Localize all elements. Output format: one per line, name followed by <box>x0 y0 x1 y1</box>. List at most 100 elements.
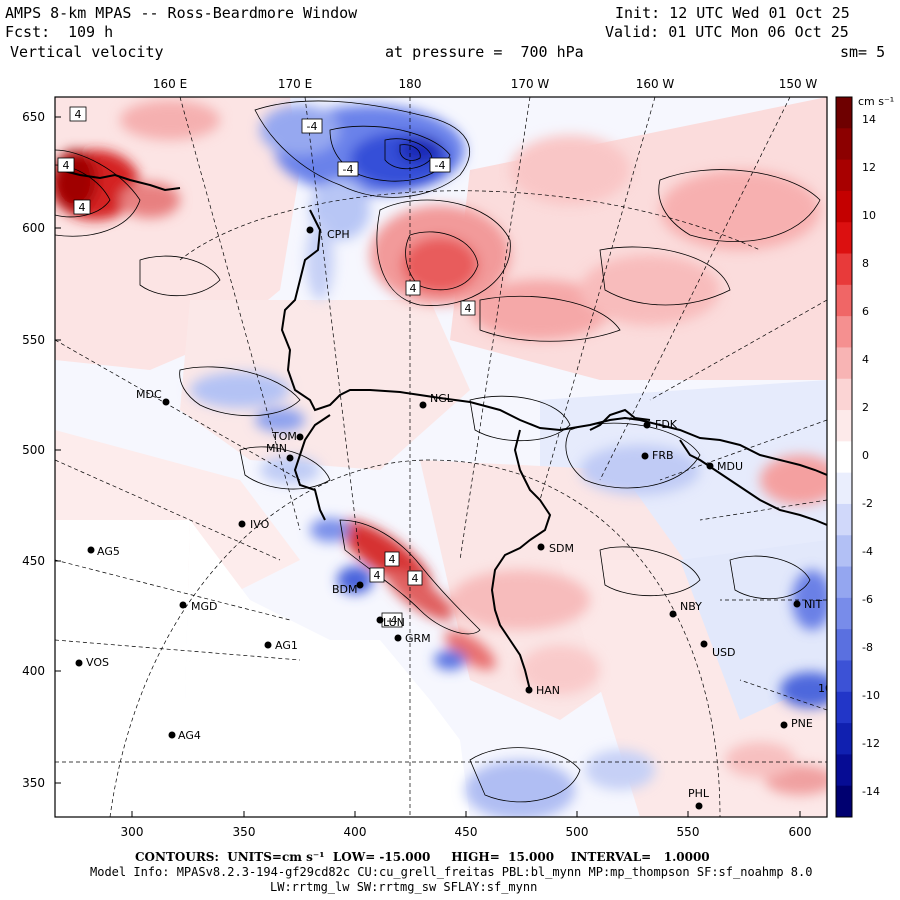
station-marker[interactable]: VOS <box>75 656 109 669</box>
colorbar-swatch <box>836 785 852 818</box>
svg-text:160 W: 160 W <box>636 77 675 91</box>
station-marker[interactable]: SDM <box>537 542 574 555</box>
svg-text:4: 4 <box>374 569 381 582</box>
svg-text:500: 500 <box>22 443 45 457</box>
colorbar-tick-label: 2 <box>862 401 869 414</box>
svg-text:MGD: MGD <box>191 600 218 613</box>
colorbar-tick-label: -8 <box>862 641 873 654</box>
colorbar-tick-label: 4 <box>862 353 869 366</box>
station-marker[interactable]: PNE <box>780 717 813 730</box>
svg-text:BDM: BDM <box>332 583 358 596</box>
colorbar-swatch <box>836 410 852 442</box>
station-marker[interactable]: AG4 <box>168 729 201 742</box>
svg-text:450: 450 <box>455 825 478 839</box>
station-marker[interactable]: TOM <box>271 430 304 443</box>
contour-label: 4 <box>384 551 400 567</box>
station-marker[interactable]: MIN <box>266 442 294 462</box>
svg-text:AG1: AG1 <box>275 639 298 652</box>
svg-text:-4: -4 <box>387 614 398 627</box>
svg-text:NGL: NGL <box>430 392 454 405</box>
station-marker[interactable]: IVO <box>238 518 270 531</box>
svg-text:LUN: LUN <box>383 616 405 629</box>
colorbar-tick-label: 10 <box>862 209 876 222</box>
svg-text:4: 4 <box>75 108 82 121</box>
svg-text:IVO: IVO <box>250 518 270 531</box>
colorbar-tick-label: 0 <box>862 449 869 462</box>
svg-text:VOS: VOS <box>86 656 109 669</box>
smoothing-level: sm= 5 <box>840 43 886 61</box>
svg-text:170 E: 170 E <box>278 77 312 91</box>
svg-text:MIN: MIN <box>266 442 287 455</box>
model-info: Model Info: MPASv8.2.3-194-gf29cd82c CU:… <box>90 865 813 879</box>
colorbar-swatch <box>836 347 852 380</box>
map-title: AMPS 8-km MPAS -- Ross-Beardmore Window <box>5 4 358 22</box>
station-marker[interactable]: NIT <box>793 598 823 611</box>
station-marker[interactable]: NBY <box>669 600 703 618</box>
svg-text:NIT: NIT <box>804 598 822 611</box>
svg-text:650: 650 <box>22 110 45 124</box>
station-marker[interactable]: HAN <box>525 684 561 697</box>
velocity-field: 4 4 4 -4 -4 -4 4 4 4 4 4 -4 140 W 130 W … <box>55 97 853 817</box>
colorbar-tick-label: -6 <box>862 593 873 606</box>
station-marker[interactable]: AG5 <box>87 545 120 558</box>
station-marker[interactable]: MGD <box>179 600 218 613</box>
svg-text:400: 400 <box>22 664 45 678</box>
colorbar-tick-label: 14 <box>862 113 876 126</box>
station-marker[interactable]: BDM <box>332 581 364 597</box>
station-marker[interactable]: FRB <box>641 449 674 462</box>
svg-text:350: 350 <box>233 825 256 839</box>
svg-text:600: 600 <box>22 221 45 235</box>
contour-label: 4 <box>369 567 385 583</box>
colorbar-swatch <box>836 441 852 474</box>
svg-text:450: 450 <box>22 554 45 568</box>
svg-text:MDC: MDC <box>136 388 162 401</box>
top-axis: 160 E 170 E 180 170 W 160 W 150 W <box>153 77 818 91</box>
station-marker[interactable]: CPH <box>306 226 350 242</box>
colorbar-tick-label: -14 <box>862 785 880 798</box>
colorbar-swatch <box>836 253 852 286</box>
colorbar-units: cm s⁻¹ <box>858 95 895 108</box>
svg-text:SDM: SDM <box>549 542 574 555</box>
contour-label: 4 <box>73 199 91 215</box>
forecast-label: Fcst: <box>5 23 51 41</box>
svg-text:PNE: PNE <box>791 717 813 730</box>
svg-text:550: 550 <box>22 333 45 347</box>
station-marker[interactable]: LUN <box>376 616 405 629</box>
colorbar-swatch <box>836 723 852 755</box>
field-name: Vertical velocity <box>10 43 164 61</box>
station-marker[interactable]: FDK <box>643 418 678 431</box>
station-marker[interactable]: PHL <box>688 787 710 810</box>
svg-text:400: 400 <box>344 825 367 839</box>
svg-text:AG4: AG4 <box>178 729 201 742</box>
svg-text:-4: -4 <box>307 120 318 133</box>
station-marker[interactable]: NGL <box>419 392 454 409</box>
model-info-physics: LW:rrtmg_lw SW:rrtmg_sw SFLAY:sf_mynn <box>270 880 538 894</box>
svg-text:CPH: CPH <box>327 228 350 241</box>
contour-label: -4 <box>429 157 451 173</box>
colorbar-swatch <box>836 503 852 536</box>
colorbar-tick-label: -10 <box>862 689 880 702</box>
colorbar-swatch <box>836 597 852 630</box>
colorbar-swatch <box>836 97 852 129</box>
svg-text:4: 4 <box>465 302 472 315</box>
station-marker[interactable]: AG1 <box>264 639 298 652</box>
colorbar-swatch <box>836 535 852 568</box>
station-marker[interactable]: MDC <box>136 388 170 406</box>
colorbar-tick-label: -12 <box>862 737 880 750</box>
svg-text:500: 500 <box>566 825 589 839</box>
svg-text:550: 550 <box>677 825 700 839</box>
colorbar-swatch <box>836 222 852 255</box>
colorbar-swatch <box>836 754 852 787</box>
colorbar-tick-label: -4 <box>862 545 873 558</box>
svg-text:TOM: TOM <box>271 430 297 443</box>
colorbar-swatch <box>836 566 852 599</box>
contour-label: 4 <box>57 157 75 173</box>
station-marker[interactable]: MDU <box>706 460 744 473</box>
meridian-label: 100 W <box>818 682 853 695</box>
station-marker[interactable]: GRM <box>394 632 431 645</box>
station-marker[interactable]: USD <box>700 640 736 660</box>
forecast-hour: 109 h <box>68 23 114 41</box>
colorbar-tick-label: -2 <box>862 497 873 510</box>
colorbar-swatch <box>836 190 852 223</box>
colorbar-swatch <box>836 159 852 192</box>
